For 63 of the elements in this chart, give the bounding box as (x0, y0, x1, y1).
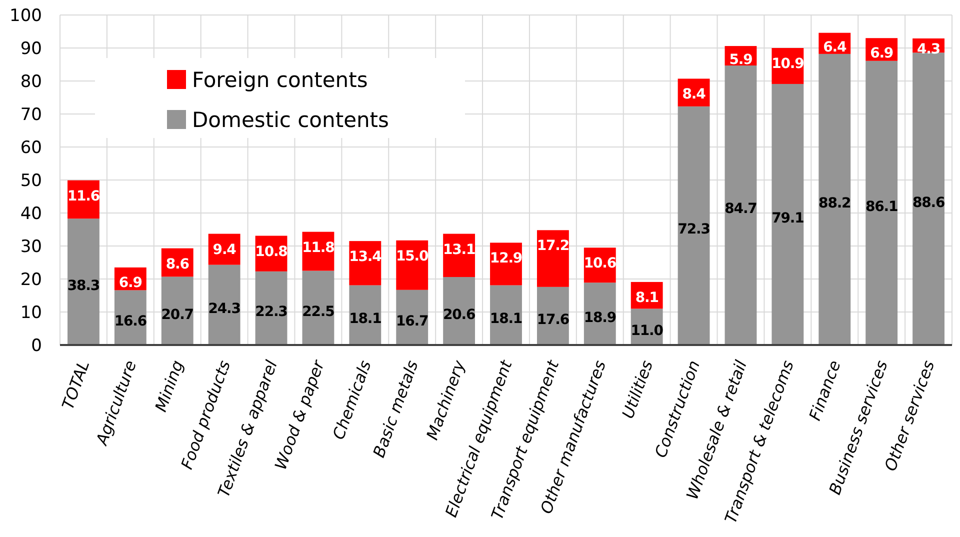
bar (161, 276, 194, 345)
data-label: 84.7 (724, 201, 757, 218)
y-tick-label: 80 (20, 72, 42, 92)
data-label: 18.1 (349, 311, 382, 328)
y-tick-label: 20 (20, 270, 42, 290)
y-tick-label: 0 (31, 336, 42, 356)
data-label: 72.3 (678, 222, 710, 238)
data-label: 22.3 (255, 304, 288, 320)
data-label: 22.5 (302, 304, 334, 320)
data-label: 38.3 (67, 278, 100, 294)
data-label: 8.4 (682, 86, 706, 103)
data-label: 11.8 (302, 240, 334, 256)
data-label: 10.9 (772, 56, 804, 72)
data-label: 10.8 (255, 244, 288, 260)
y-tick-label: 30 (20, 236, 42, 257)
y-tick-label: 10 (20, 302, 42, 323)
bar (772, 84, 804, 345)
data-label: 18.1 (490, 311, 522, 328)
bar (866, 60, 898, 345)
bar (536, 230, 569, 287)
y-tick-label: 70 (20, 104, 42, 125)
data-label: 9.4 (212, 242, 237, 258)
bar (912, 52, 944, 345)
data-label: 8.1 (635, 290, 658, 306)
bar (443, 277, 476, 345)
data-label: 6.9 (870, 45, 894, 62)
bar (208, 264, 240, 345)
data-label: 17.6 (536, 312, 570, 328)
x-tick-label: Basic metals (369, 358, 422, 460)
data-label: 20.6 (442, 307, 476, 324)
bar (68, 218, 100, 345)
y-tick-label: 50 (20, 170, 42, 191)
data-label: 20.7 (161, 306, 194, 323)
y-tick-label: 90 (20, 38, 42, 59)
legend-label: Domestic contents (192, 108, 389, 132)
data-label: 13.1 (442, 242, 476, 258)
data-label: 79.1 (772, 210, 804, 226)
data-label: 11.6 (67, 188, 100, 204)
data-label: 18.9 (584, 310, 616, 326)
data-label: 86.1 (866, 198, 898, 215)
bar (724, 65, 757, 345)
data-label: 88.6 (912, 194, 945, 211)
bar (302, 270, 334, 345)
y-tick-label: 60 (20, 138, 42, 158)
bar (678, 106, 710, 345)
data-label: 5.9 (729, 52, 752, 68)
y-tick-label: 100 (10, 6, 42, 26)
data-label: 15.0 (396, 248, 430, 264)
bar (255, 271, 288, 345)
y-tick-label: 40 (20, 204, 42, 224)
data-label: 11.0 (630, 322, 664, 339)
data-label: 12.9 (490, 250, 522, 267)
legend-label: Foreign contents (192, 68, 368, 92)
data-label: 8.6 (166, 256, 189, 272)
data-label: 16.6 (114, 314, 146, 330)
data-label: 17.2 (536, 238, 570, 254)
data-label: 16.7 (396, 313, 428, 330)
data-label: 10.6 (584, 256, 616, 272)
bar (818, 54, 851, 345)
data-label: 88.2 (818, 195, 851, 212)
data-label: 6.9 (118, 274, 142, 291)
data-label: 24.3 (208, 300, 240, 317)
data-label: 6.4 (823, 39, 847, 56)
